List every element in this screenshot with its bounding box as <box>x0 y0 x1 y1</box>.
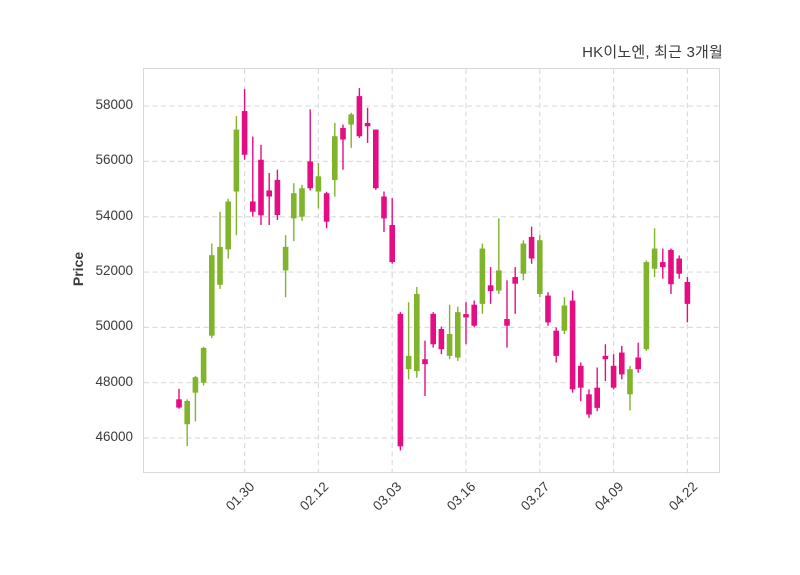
candle <box>340 124 346 170</box>
candle <box>258 144 264 226</box>
candle <box>405 302 412 380</box>
candle <box>504 280 510 348</box>
candle <box>635 342 641 373</box>
candle <box>208 243 215 339</box>
candle <box>176 388 182 409</box>
candle <box>545 292 551 326</box>
candle <box>471 300 477 328</box>
candle <box>348 112 354 148</box>
x-tick-label: 03.27 <box>517 479 553 514</box>
x-tick-label: 04.09 <box>591 479 627 514</box>
candle <box>364 107 371 143</box>
candle <box>413 286 420 378</box>
candle <box>561 297 568 335</box>
y-tick-label: 52000 <box>95 263 133 279</box>
candle <box>372 129 379 190</box>
x-tick-label: 03.16 <box>444 479 479 514</box>
candle <box>299 184 305 221</box>
candle <box>659 248 666 279</box>
candle <box>627 365 633 411</box>
y-tick-label: 56000 <box>95 152 133 168</box>
candle <box>594 367 600 412</box>
candle <box>520 240 527 281</box>
candle <box>381 191 387 232</box>
candle <box>233 116 240 236</box>
candle <box>241 88 248 160</box>
candle <box>553 327 559 363</box>
candle <box>487 267 494 304</box>
y-tick-label: 46000 <box>95 429 133 445</box>
chart-title: HK이노엔, 최근 3개월 <box>582 44 723 61</box>
candle <box>446 304 453 360</box>
candle <box>586 389 592 418</box>
y-tick-label: 48000 <box>95 373 133 389</box>
candle <box>184 399 191 447</box>
candle <box>602 344 609 382</box>
candle <box>266 173 272 226</box>
candle <box>274 169 281 221</box>
candle <box>643 260 650 351</box>
candle <box>192 376 199 422</box>
y-tick-label: 54000 <box>95 207 133 223</box>
candle <box>249 136 256 217</box>
candle <box>430 312 436 348</box>
candle <box>479 243 486 314</box>
candle <box>577 362 584 402</box>
candle <box>676 255 682 279</box>
candle <box>331 122 338 197</box>
candle <box>454 306 461 361</box>
x-tick-label: 03.03 <box>370 479 405 514</box>
candle <box>528 226 535 264</box>
x-tick-label: 04.22 <box>665 479 700 514</box>
candle <box>422 340 428 396</box>
candle <box>651 228 658 278</box>
candle <box>290 183 297 242</box>
candle <box>684 277 691 323</box>
plot-area <box>143 68 721 474</box>
y-tick-label: 50000 <box>95 318 133 334</box>
gridlines <box>144 69 721 474</box>
candle <box>569 290 576 393</box>
y-tick-label: 58000 <box>95 97 133 113</box>
candles <box>176 88 691 451</box>
x-tick-label: 02.12 <box>296 479 331 514</box>
candle <box>618 345 625 380</box>
candle <box>225 198 231 259</box>
candle <box>282 235 289 298</box>
x-tick-label: 01.30 <box>222 479 258 514</box>
candle <box>217 211 223 289</box>
candle <box>397 312 404 451</box>
candle <box>610 354 617 390</box>
candle <box>389 198 395 264</box>
candle <box>438 326 445 355</box>
candle <box>512 267 518 314</box>
candle <box>200 346 207 386</box>
candle <box>668 248 674 294</box>
candle <box>323 191 330 229</box>
candle <box>307 109 313 191</box>
candle <box>356 88 363 138</box>
candle <box>495 218 502 294</box>
candle <box>315 163 322 209</box>
y-axis-label: Price <box>70 251 86 287</box>
candlestick-chart <box>144 69 721 474</box>
candle <box>463 302 469 345</box>
candle <box>536 235 543 298</box>
